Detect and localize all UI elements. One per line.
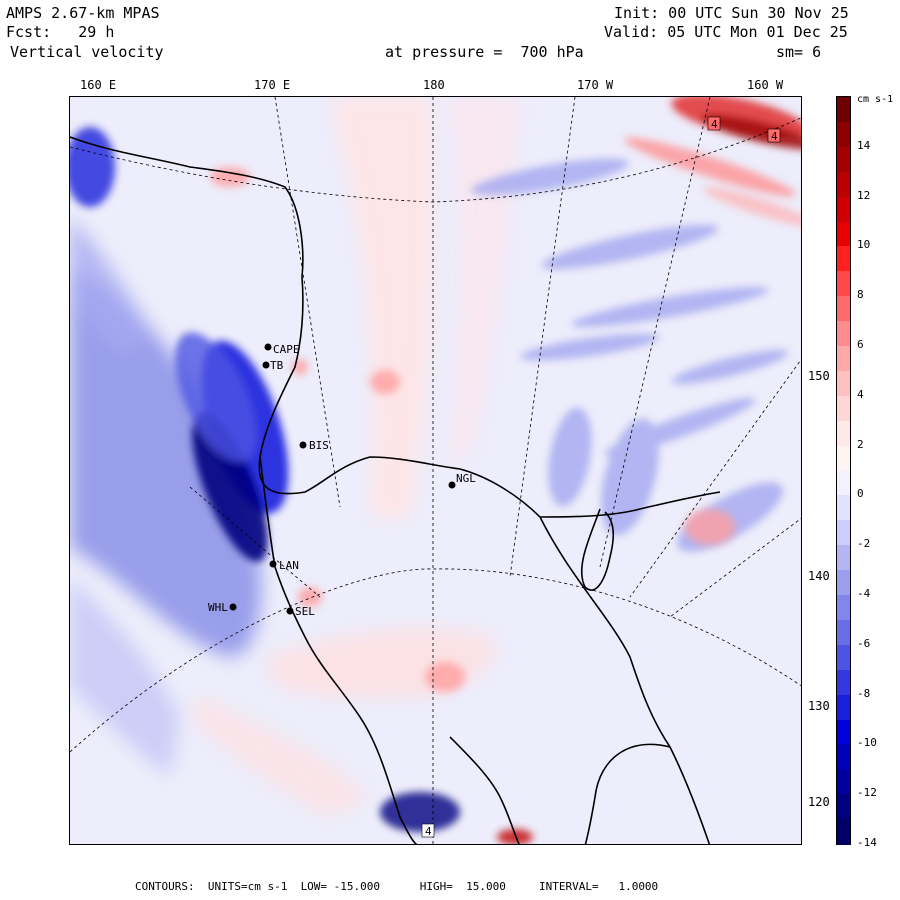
init-time: Init: 00 UTC Sun 30 Nov 25 [614,4,849,22]
colorbar-tick-label: -2 [857,537,871,551]
lon-label-180: 180 [423,78,445,92]
station-dot-ngl [448,481,456,489]
pressure-level: at pressure = 700 hPa [385,43,584,61]
lon-label-160e: 160 E [80,78,117,92]
colorbar-segment [837,246,850,272]
graticule-parallels [70,117,801,753]
station-markers [229,343,456,615]
contour-mark-2: 4 [771,130,778,143]
colorbar-tick-label: -6 [857,636,871,650]
contour-info: CONTOURS: UNITS=cm s-1 LOW= -15.000 HIGH… [135,880,659,893]
vertical-velocity-map: CAPE TB BIS NGL LAN WHL SEL 4 4 4 [69,96,802,845]
colorbar-tick-label: 2 [857,437,864,451]
colorbar-tick-label: 8 [857,288,864,302]
contour-marks: 4 4 4 [421,116,781,838]
station-labels: CAPE TB BIS NGL LAN WHL SEL [208,343,476,618]
model-title: AMPS 2.67-km MPAS [6,4,160,22]
colorbar-units: cm s-1 [857,94,894,105]
colorbar-tick-label: -4 [857,587,871,600]
colorbar-tick-label: 6 [857,338,864,351]
smoothing-label: sm= 6 [776,43,822,61]
colorbar-segment [837,619,850,646]
colorbar-segment [837,545,850,571]
colorbar-tick-label: -8 [857,686,871,700]
colorbar-segment [837,196,850,223]
colorbar-segment [837,296,850,322]
colorbar-tick-label: 10 [857,238,871,252]
valid-time: Valid: 05 UTC Mon 01 Dec 25 [604,23,848,41]
colorbar-segment [837,520,850,546]
lon-label-160w: 160 W [747,78,784,92]
colorbar-tick-label: 14 [857,138,871,152]
colorbar-segment [837,470,850,496]
colorbar-segment [837,171,850,198]
station-label-tb: TB [270,359,284,372]
station-label-sel: SEL [295,605,315,618]
station-label-cape: CAPE [273,343,300,356]
colorbar-tick-label: -14 [857,836,877,849]
colorbar-tick-label: -10 [857,736,877,750]
colorbar-segment [837,719,850,745]
station-dot-cape [264,343,272,351]
colorbar-segment [837,595,850,621]
colorbar-segment [837,794,850,820]
colorbar-segment [837,644,850,671]
colorbar-tick-label: 4 [857,387,864,401]
positive-feature-northeast [624,97,801,228]
contour-mark-3: 4 [425,825,432,838]
colorbar-segment [837,570,850,596]
colorbar-tick-label: 12 [857,188,871,202]
colorbar-tick-label: 0 [857,487,864,501]
station-dot-tb [262,361,270,369]
colorbar-segment [837,121,850,148]
contour-mark-1: 4 [711,118,718,131]
colorbar-segment [837,221,850,247]
colorbar-segment [837,769,850,795]
map-canvas: CAPE TB BIS NGL LAN WHL SEL 4 4 4 [70,97,801,844]
colorbar-segment [837,370,850,397]
colorbar-segment [837,346,850,372]
negative-region-west [70,217,262,777]
variable-name: Vertical velocity [10,43,164,61]
colorbar-segment [837,744,850,770]
station-dot-whl [229,603,237,611]
station-label-lan: LAN [279,559,299,572]
coastline [70,136,721,844]
colorbar-segment [837,321,850,347]
station-dot-lan [269,560,277,568]
colorbar-segment [837,271,850,297]
colorbar-segment [837,819,850,845]
colorbar-tick-label: -12 [857,786,877,800]
station-label-bis: BIS [309,439,329,452]
colorbar-segment [837,445,850,472]
graticule-meridians [189,97,801,844]
station-label-ngl: NGL [456,472,476,485]
colorbar-segment [837,694,850,721]
colorbar-segment [837,495,850,521]
colorbar-segment [837,146,850,173]
lon-label-170e: 170 E [254,78,291,92]
station-label-whl: WHL [208,601,228,614]
forecast-hour: Fcst: 29 h [6,23,115,41]
colorbar [836,96,851,845]
colorbar-segment [837,395,850,422]
colorbar-segment [837,420,850,447]
lon-label-170w: 170 W [577,78,614,92]
positive-cells [210,167,735,844]
station-dot-sel [286,607,294,615]
colorbar-segment [837,97,850,123]
station-dot-bis [299,441,307,449]
colorbar-segment [837,669,850,696]
